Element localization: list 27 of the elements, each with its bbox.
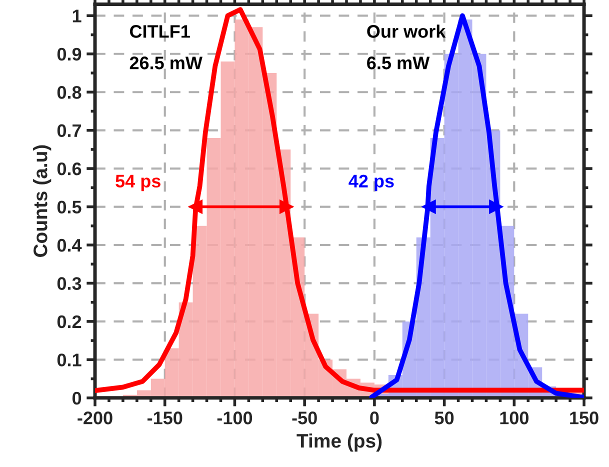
y-tick-label: 0.4 bbox=[57, 238, 82, 252]
x-tick-label: -150 bbox=[148, 412, 182, 424]
y-tick-label: 0.6 bbox=[57, 162, 82, 176]
x-tick-label: 50 bbox=[434, 412, 454, 424]
annotation: CITLF1 bbox=[130, 25, 190, 38]
y-tick-label: 1 bbox=[72, 10, 82, 22]
y-tick-label: 0.3 bbox=[57, 277, 82, 290]
y-axis-title: Counts (a.u) bbox=[33, 145, 52, 257]
y-tick-label: 0.5 bbox=[57, 200, 82, 214]
annotation: 6.5 mW bbox=[367, 56, 430, 70]
y-tick-label: 0.2 bbox=[57, 315, 82, 328]
x-tick-label: -200 bbox=[78, 412, 112, 424]
y-tick-label: 0.8 bbox=[57, 86, 82, 99]
x-tick-label: -100 bbox=[217, 412, 252, 424]
x-tick-label: 0 bbox=[370, 412, 379, 424]
series-label: 42 ps bbox=[348, 174, 394, 192]
y-tick-label: 0.1 bbox=[57, 354, 82, 366]
series-label: 54 ps bbox=[116, 174, 160, 192]
y-tick-label: 0.9 bbox=[57, 48, 82, 61]
annotation: Our work bbox=[367, 24, 446, 38]
x-tick-label: 100 bbox=[500, 412, 528, 424]
y-tick-label: 0 bbox=[72, 392, 82, 405]
y-tick-label: 0.7 bbox=[57, 124, 82, 138]
x-tick-label: 150 bbox=[570, 412, 598, 424]
annotation: 26.5 mW bbox=[130, 56, 202, 70]
x-axis-title: Time (ps) bbox=[296, 433, 382, 452]
x-tick-label: -50 bbox=[292, 412, 317, 424]
